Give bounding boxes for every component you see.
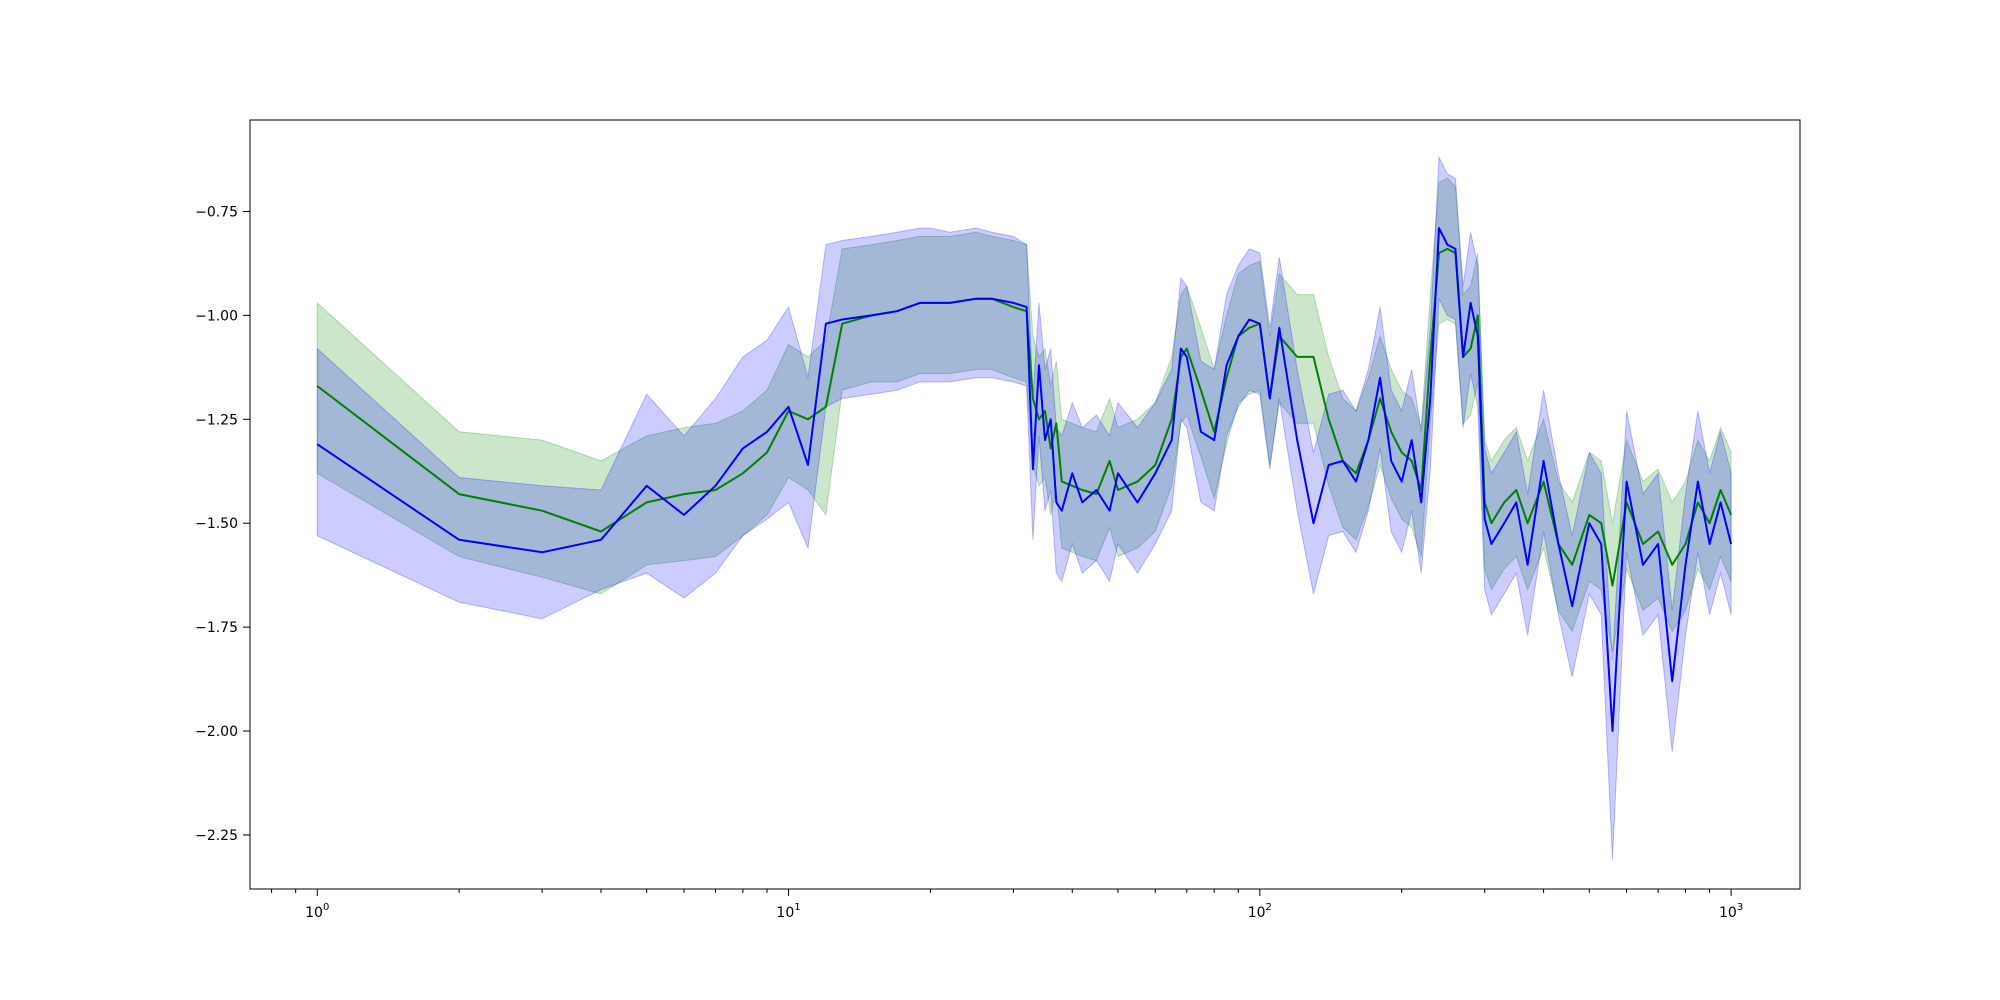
y-tick-label: −1.25 xyxy=(195,412,238,428)
y-axis: −0.75 −1.00 −1.25 −1.50 −1.75 −2.00 −2.25 xyxy=(195,204,250,844)
x-tick-label: 103 xyxy=(1719,902,1743,921)
confidence-bands xyxy=(316,155,1732,860)
y-tick-label: −2.25 xyxy=(195,828,238,844)
y-tick-label: −1.00 xyxy=(195,308,238,324)
x-tick-label: 100 xyxy=(305,902,329,921)
series-2-band xyxy=(316,155,1732,860)
y-tick-label: −1.50 xyxy=(195,516,238,532)
plot-frame xyxy=(249,119,1801,890)
y-tick-label: −1.75 xyxy=(195,620,238,636)
series-lines xyxy=(316,227,1733,732)
series-1-band xyxy=(316,177,1732,653)
x-axis: 100 101 102 103 xyxy=(271,889,1743,921)
y-tick-label: −2.00 xyxy=(195,724,238,740)
x-tick-label: 102 xyxy=(1248,902,1272,921)
x-tick-label: 101 xyxy=(776,902,800,921)
series-2-line xyxy=(316,227,1733,732)
y-tick-label: −0.75 xyxy=(195,204,238,220)
